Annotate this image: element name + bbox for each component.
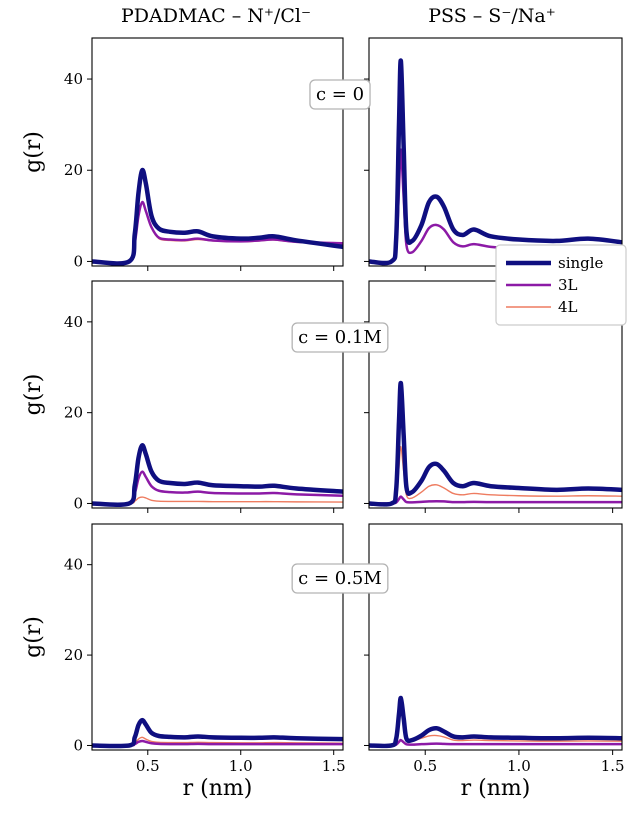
x-axis-label: r (nm) bbox=[461, 776, 531, 801]
series-line-single-r2-c1 bbox=[369, 695, 622, 749]
panel-r2-c1: 0.5 1.0 1.5 r (nm) bbox=[364, 523, 625, 801]
series-line-4l-r2-c0 bbox=[92, 736, 343, 747]
series-line-single-r2-c0 bbox=[92, 717, 343, 749]
x-tick-label: 1.5 bbox=[601, 757, 625, 775]
series-line-single-r1-c1 bbox=[369, 380, 622, 507]
x-tick-label: 0.5 bbox=[413, 757, 437, 775]
condition-annotation: c = 0.5M bbox=[291, 563, 389, 594]
series-line-4l-r1-c0 bbox=[92, 496, 343, 505]
legend: single 3L 4L bbox=[495, 244, 627, 326]
y-tick-label: 0 bbox=[73, 494, 83, 512]
condition-annotation: c = 0 bbox=[309, 79, 371, 110]
legend-label-single: single bbox=[558, 254, 604, 272]
column-title-pdadmac: PDADMAC – N⁺/Cl⁻ bbox=[121, 5, 311, 27]
panel-frame bbox=[368, 523, 623, 751]
series-line-3l-r1-c1 bbox=[369, 495, 622, 505]
annotation-text: c = 0.1M bbox=[298, 327, 382, 348]
x-tick-label: 0.5 bbox=[136, 757, 160, 775]
panel-r0-c0: 0 20 40 g(r) bbox=[21, 37, 344, 271]
series-line-single-r0-c0 bbox=[92, 167, 343, 266]
x-tick-label: 1.0 bbox=[229, 757, 253, 775]
y-axis-label: g(r) bbox=[21, 131, 46, 173]
panel-r1-c0: 0 20 40 g(r) bbox=[21, 280, 344, 513]
series-line-single-r1-c0 bbox=[92, 443, 343, 508]
series-line-3l-r2-c0 bbox=[92, 739, 343, 747]
y-tick-label: 0 bbox=[73, 252, 83, 270]
legend-label-3l: 3L bbox=[558, 276, 578, 294]
y-tick-label: 0 bbox=[73, 736, 83, 754]
annotation-text: c = 0 bbox=[316, 84, 364, 105]
annotations-group: c = 0 c = 0.1M c = 0.5M bbox=[291, 79, 389, 594]
condition-annotation: c = 0.1M bbox=[291, 322, 389, 353]
y-tick-label: 40 bbox=[64, 556, 83, 574]
y-tick-label: 20 bbox=[64, 646, 83, 664]
y-tick-label: 20 bbox=[64, 404, 83, 422]
panel-r1-c1 bbox=[364, 280, 623, 513]
legend-label-4l: 4L bbox=[558, 298, 578, 316]
panels-group: 0 20 40 g(r) 0 20 40 g(r) 0.5 1.0 1.5 0 20 40 g(r) r (n… bbox=[21, 37, 625, 801]
y-tick-label: 40 bbox=[64, 70, 83, 88]
annotation-box bbox=[291, 322, 389, 353]
annotation-box bbox=[291, 563, 389, 594]
panel-frame bbox=[91, 37, 344, 267]
series-line-single-r0-c1 bbox=[369, 58, 622, 266]
series-line-3l-r2-c1 bbox=[369, 738, 622, 747]
y-axis-label: g(r) bbox=[21, 616, 46, 658]
x-tick-label: 1.5 bbox=[322, 757, 346, 775]
y-tick-label: 20 bbox=[64, 161, 83, 179]
y-axis-label: g(r) bbox=[21, 374, 46, 416]
panel-r2-c0: 0.5 1.0 1.5 0 20 40 g(r) r (nm) bbox=[21, 523, 346, 801]
panel-frame bbox=[91, 280, 344, 509]
column-title-pss: PSS – S⁻/Na⁺ bbox=[428, 5, 556, 27]
x-axis-label: r (nm) bbox=[183, 776, 253, 801]
annotation-text: c = 0.5M bbox=[298, 568, 382, 589]
annotation-box bbox=[309, 79, 371, 110]
panel-frame bbox=[91, 523, 344, 751]
x-tick-label: 1.0 bbox=[507, 757, 531, 775]
y-tick-label: 40 bbox=[64, 313, 83, 331]
